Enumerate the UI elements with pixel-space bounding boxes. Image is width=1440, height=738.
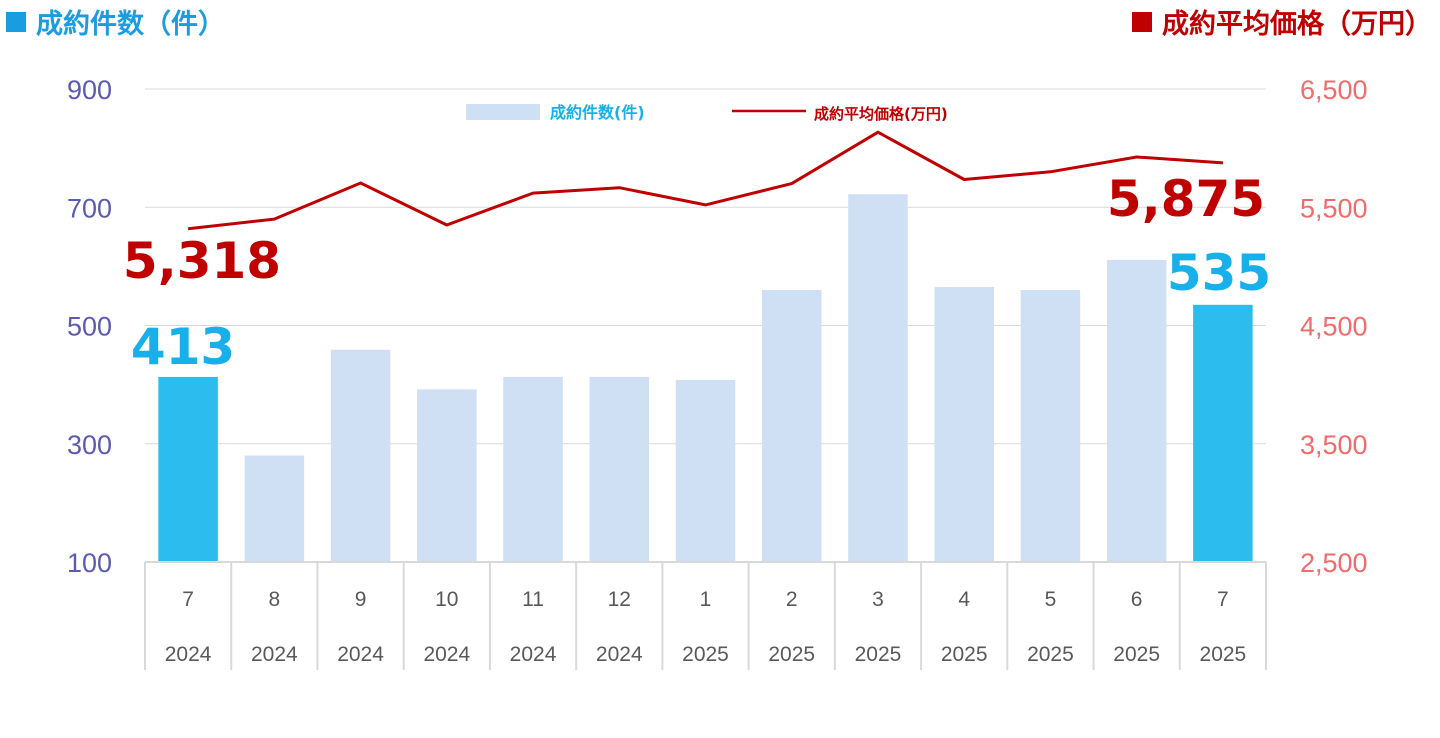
bar xyxy=(158,376,218,562)
legend: 成約件数(件) 成約平均価格(万円) xyxy=(466,103,948,123)
x-tick-year: 2025 xyxy=(855,643,902,666)
legend-bar-label: 成約件数(件) xyxy=(550,103,645,122)
x-tick-month: 11 xyxy=(522,588,544,611)
last-price-label: 5,875 xyxy=(1107,170,1265,228)
x-tick-year: 2025 xyxy=(682,643,729,666)
x-tick-year: 2024 xyxy=(251,643,298,666)
x-tick-month: 5 xyxy=(1045,588,1057,611)
right-y-tick-label: 3,500 xyxy=(1300,430,1368,460)
bar xyxy=(503,376,563,562)
x-tick-month: 12 xyxy=(608,588,631,611)
right-axis-title: 成約平均価格（万円） xyxy=(1132,2,1432,41)
first-count-label: 413 xyxy=(131,318,235,376)
left-y-tick-label: 100 xyxy=(67,548,112,578)
left-axis-title: 成約件数（件） xyxy=(6,2,225,41)
bar xyxy=(589,376,650,562)
right-y-tick-label: 4,500 xyxy=(1300,312,1368,342)
last-count-label: 535 xyxy=(1167,244,1271,302)
left-y-tick-label: 700 xyxy=(67,193,112,223)
x-tick-year: 2025 xyxy=(1113,643,1160,666)
bar xyxy=(417,389,477,562)
left-y-tick-label: 900 xyxy=(67,75,112,105)
right-title-square-icon xyxy=(1132,12,1152,32)
price-line xyxy=(187,130,1224,231)
line-series xyxy=(187,130,1224,231)
x-tick-month: 1 xyxy=(700,588,712,611)
x-tick-month: 9 xyxy=(355,588,367,611)
x-axis: 7 2024 8 2024 9 2024 10 2024 11 2024 12 2024 1 2025 2 2… xyxy=(144,561,1267,670)
bar xyxy=(761,290,822,562)
x-tick-month: 2 xyxy=(786,588,798,611)
bar xyxy=(330,349,391,562)
legend-bar-swatch xyxy=(466,104,540,120)
x-tick-year: 2024 xyxy=(165,643,212,666)
left-title-square-icon xyxy=(6,12,26,32)
left-y-tick-label: 300 xyxy=(67,430,112,460)
right-y-tick-label: 6,500 xyxy=(1300,75,1368,105)
bar xyxy=(1106,259,1167,562)
bar xyxy=(1193,304,1253,562)
legend-line-label: 成約平均価格(万円) xyxy=(814,105,948,123)
x-tick-year: 2025 xyxy=(1200,643,1247,666)
right-y-tick-label: 2,500 xyxy=(1300,548,1368,578)
x-tick-month: 8 xyxy=(269,588,281,611)
right-y-axis: 6,500 5,500 4,500 3,500 2,500 xyxy=(1300,75,1368,578)
left-title-text: 成約件数（件） xyxy=(36,9,225,40)
x-tick-year: 2024 xyxy=(510,643,557,666)
first-price-label: 5,318 xyxy=(123,232,281,290)
x-tick-month: 6 xyxy=(1131,588,1143,611)
x-tick-month: 3 xyxy=(872,588,884,611)
x-tick-year: 2024 xyxy=(337,643,384,666)
bar-series xyxy=(158,194,1253,562)
x-tick-month: 7 xyxy=(182,588,194,611)
left-y-tick-label: 500 xyxy=(67,312,112,342)
bar xyxy=(934,287,994,562)
x-tick-year: 2025 xyxy=(941,643,988,666)
bar xyxy=(675,379,736,562)
left-y-axis: 900 700 500 300 100 xyxy=(67,75,112,578)
bar xyxy=(1020,290,1081,562)
right-y-tick-label: 5,500 xyxy=(1300,193,1368,223)
x-tick-year: 2025 xyxy=(1027,643,1074,666)
x-tick-year: 2025 xyxy=(768,643,815,666)
x-tick-month: 10 xyxy=(435,588,458,611)
x-tick-year: 2024 xyxy=(423,643,470,666)
bar xyxy=(244,455,305,562)
x-tick-year: 2024 xyxy=(596,643,643,666)
bar xyxy=(848,194,908,562)
x-tick-month: 7 xyxy=(1217,588,1229,611)
right-title-text: 成約平均価格（万円） xyxy=(1162,9,1432,40)
x-tick-month: 4 xyxy=(958,588,970,611)
